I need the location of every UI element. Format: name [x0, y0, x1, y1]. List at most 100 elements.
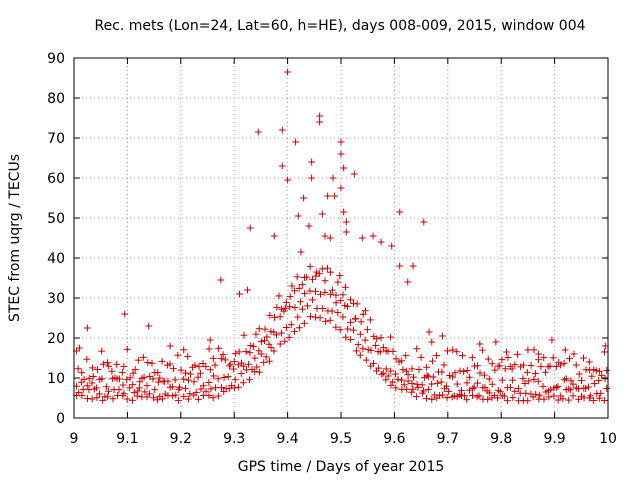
data-point	[327, 268, 334, 276]
data-point	[408, 380, 416, 387]
data-point	[429, 357, 436, 365]
data-point	[350, 326, 357, 334]
data-point	[433, 379, 441, 387]
data-point	[256, 368, 263, 376]
data-point	[250, 343, 257, 350]
data-point	[192, 389, 200, 396]
data-point	[251, 368, 259, 375]
data-point	[329, 174, 337, 182]
data-point	[334, 278, 342, 286]
data-point	[580, 384, 588, 392]
data-point	[408, 388, 416, 396]
data-point	[339, 291, 347, 299]
data-point	[540, 395, 548, 403]
data-point	[251, 354, 259, 362]
data-point	[292, 138, 300, 146]
data-point	[155, 378, 162, 386]
data-point	[509, 376, 517, 384]
data-point	[587, 392, 594, 400]
data-point	[366, 316, 374, 324]
data-point	[291, 287, 298, 295]
data-point	[352, 315, 360, 322]
data-point	[519, 375, 527, 383]
data-point	[347, 336, 355, 343]
data-point	[326, 234, 334, 242]
data-point	[164, 361, 171, 369]
data-point	[271, 313, 278, 321]
data-point	[446, 372, 454, 379]
data-point	[221, 356, 229, 364]
data-point	[126, 384, 134, 392]
data-point	[217, 355, 225, 363]
data-point	[458, 386, 465, 394]
data-point	[119, 381, 127, 389]
data-point	[301, 274, 308, 281]
data-point	[129, 369, 137, 377]
data-point	[460, 368, 468, 376]
data-point	[540, 354, 548, 361]
data-point	[156, 374, 164, 382]
data-point	[217, 276, 225, 284]
data-point	[566, 355, 573, 363]
data-point	[205, 379, 213, 386]
data-point	[120, 389, 128, 397]
data-point	[463, 396, 471, 404]
data-point	[336, 272, 344, 280]
data-point	[400, 381, 408, 389]
data-point	[130, 388, 138, 396]
data-point	[286, 303, 294, 311]
data-point	[569, 380, 577, 388]
x-tick-label: 10	[599, 431, 617, 447]
data-point	[534, 377, 542, 385]
data-point	[413, 345, 421, 353]
data-point	[384, 372, 392, 380]
data-point	[312, 287, 319, 295]
data-point	[294, 313, 302, 321]
data-point	[369, 232, 377, 240]
data-point	[266, 357, 273, 365]
data-point	[230, 365, 237, 373]
data-point	[154, 369, 162, 377]
data-point	[388, 242, 396, 250]
data-point	[153, 396, 161, 404]
data-point	[194, 395, 202, 403]
data-point	[373, 335, 381, 343]
data-point	[202, 363, 210, 370]
data-point	[209, 355, 217, 362]
y-tick-label: 0	[56, 411, 65, 427]
data-point	[206, 366, 214, 374]
data-point	[342, 218, 350, 226]
data-point	[224, 373, 232, 381]
data-point	[115, 386, 123, 394]
data-point	[494, 394, 502, 402]
data-point	[293, 273, 301, 281]
data-point	[474, 362, 481, 370]
data-point	[524, 346, 532, 354]
data-point	[254, 128, 262, 136]
data-point	[409, 262, 417, 270]
data-point	[211, 361, 219, 369]
data-point	[134, 356, 142, 364]
data-point	[214, 375, 222, 383]
data-point	[291, 327, 298, 335]
data-point	[572, 361, 580, 369]
data-point	[305, 222, 313, 230]
data-point	[296, 324, 303, 332]
data-point	[78, 369, 86, 377]
data-point	[104, 359, 111, 366]
data-point	[177, 366, 185, 374]
data-point	[535, 356, 542, 364]
x-tick-label: 9.7	[437, 431, 459, 447]
data-point	[257, 338, 265, 346]
data-point	[353, 347, 360, 355]
data-point	[149, 375, 157, 383]
data-point	[297, 248, 305, 256]
y-tick-label: 70	[47, 131, 65, 147]
data-point	[484, 355, 492, 363]
data-point	[210, 372, 218, 380]
data-point	[74, 365, 82, 373]
data-point	[197, 369, 204, 377]
data-point	[567, 377, 575, 385]
data-point	[585, 358, 593, 366]
data-point	[402, 352, 410, 360]
